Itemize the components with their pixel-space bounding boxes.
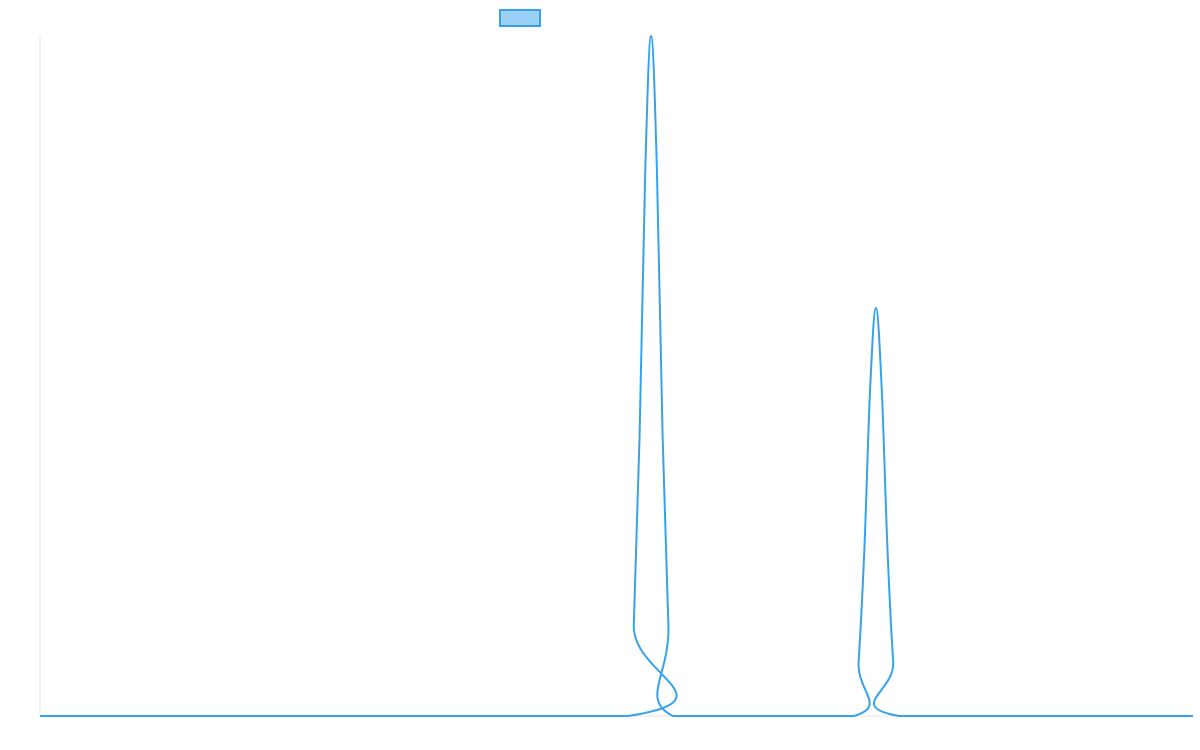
series-layer (40, 35, 1193, 718)
legend-item-0[interactable] (499, 9, 541, 27)
series-line-0 (40, 35, 1193, 718)
legend-swatch[interactable] (499, 9, 541, 27)
legend[interactable] (499, 9, 541, 27)
axes (39, 36, 1193, 717)
